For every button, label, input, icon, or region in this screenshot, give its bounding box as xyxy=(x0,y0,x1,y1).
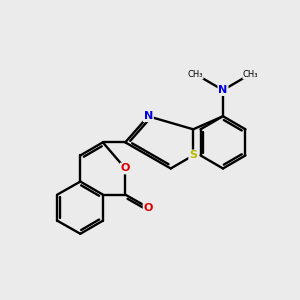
Text: N: N xyxy=(144,111,153,121)
Text: O: O xyxy=(121,164,130,173)
Text: O: O xyxy=(144,203,153,213)
Text: CH₃: CH₃ xyxy=(243,70,258,79)
Text: S: S xyxy=(189,150,197,161)
Text: CH₃: CH₃ xyxy=(188,70,203,79)
Text: N: N xyxy=(218,85,228,95)
